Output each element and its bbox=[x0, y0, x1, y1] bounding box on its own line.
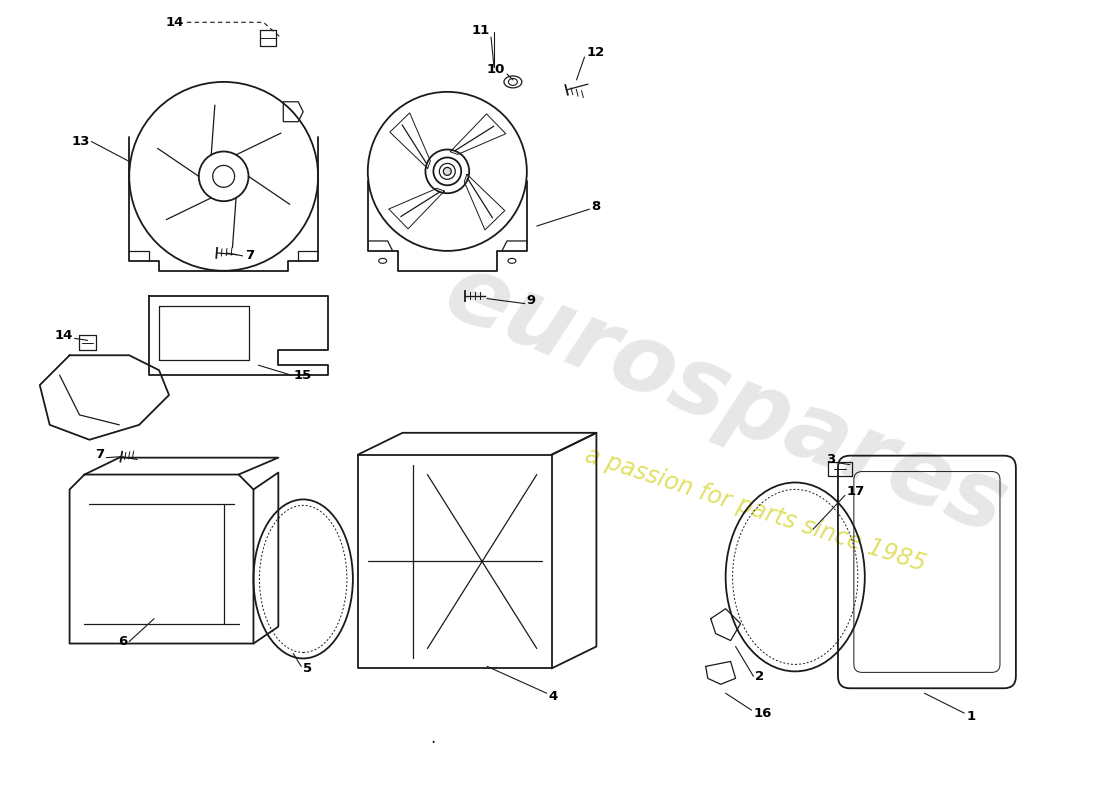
Text: a passion for parts since 1985: a passion for parts since 1985 bbox=[582, 442, 928, 576]
Text: 11: 11 bbox=[472, 24, 491, 37]
Text: 17: 17 bbox=[847, 485, 866, 498]
Text: 5: 5 bbox=[304, 662, 312, 675]
Text: 6: 6 bbox=[118, 635, 128, 648]
Text: 7: 7 bbox=[245, 250, 254, 262]
Text: 2: 2 bbox=[756, 670, 764, 683]
Text: 14: 14 bbox=[54, 329, 73, 342]
Text: eurospares: eurospares bbox=[431, 246, 1020, 554]
Text: 3: 3 bbox=[826, 453, 835, 466]
Text: 12: 12 bbox=[586, 46, 605, 58]
Text: 9: 9 bbox=[527, 294, 536, 307]
Text: 4: 4 bbox=[549, 690, 558, 702]
Text: 16: 16 bbox=[754, 706, 772, 720]
Text: 10: 10 bbox=[486, 63, 505, 77]
Text: 14: 14 bbox=[165, 16, 184, 29]
Ellipse shape bbox=[443, 167, 451, 175]
Text: 1: 1 bbox=[966, 710, 976, 722]
Text: 13: 13 bbox=[72, 135, 89, 148]
Text: 15: 15 bbox=[294, 369, 311, 382]
Text: ·: · bbox=[430, 734, 434, 752]
Text: 8: 8 bbox=[592, 200, 601, 213]
Text: 7: 7 bbox=[96, 448, 104, 461]
